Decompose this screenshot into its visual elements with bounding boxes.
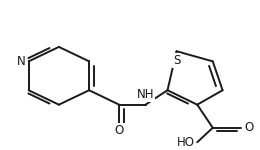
Text: NH: NH: [137, 88, 154, 101]
Text: N: N: [17, 55, 25, 68]
Text: O: O: [244, 121, 254, 134]
Text: O: O: [114, 124, 124, 137]
Text: HO: HO: [177, 136, 195, 149]
Text: S: S: [173, 54, 180, 67]
